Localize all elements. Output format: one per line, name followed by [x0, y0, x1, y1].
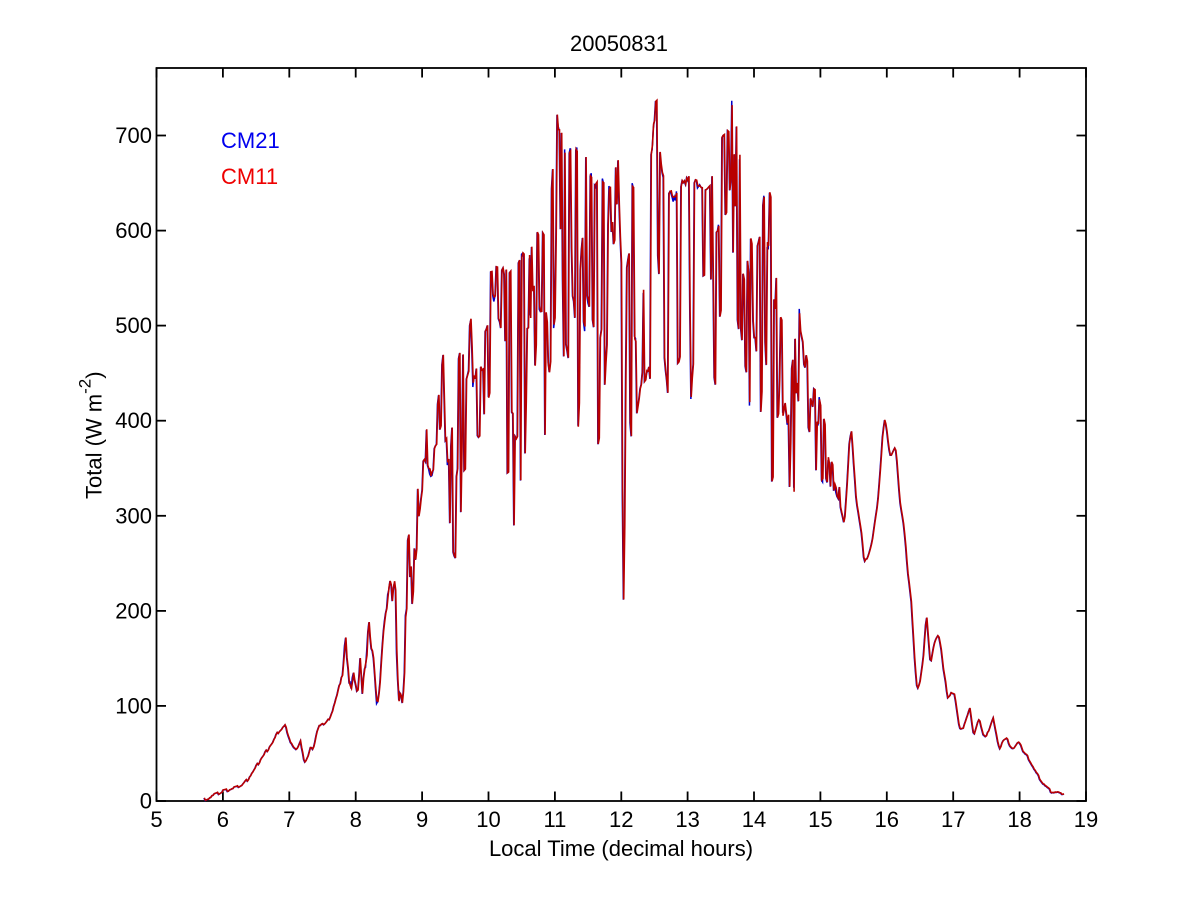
svg-text:CM21: CM21 — [221, 128, 280, 153]
svg-text:11: 11 — [543, 807, 566, 832]
svg-text:6: 6 — [217, 807, 229, 832]
svg-text:100: 100 — [115, 693, 152, 718]
svg-text:8: 8 — [350, 807, 362, 832]
svg-text:10: 10 — [476, 807, 500, 832]
svg-text:700: 700 — [115, 123, 152, 148]
svg-text:500: 500 — [115, 313, 152, 338]
svg-text:300: 300 — [115, 503, 152, 528]
svg-text:19: 19 — [1074, 807, 1098, 832]
svg-text:200: 200 — [115, 598, 152, 623]
svg-text:CM11: CM11 — [221, 164, 278, 189]
svg-text:600: 600 — [115, 218, 152, 243]
svg-text:13: 13 — [675, 807, 699, 832]
svg-text:12: 12 — [609, 807, 633, 832]
svg-text:20050831: 20050831 — [570, 31, 668, 56]
svg-text:7: 7 — [283, 807, 295, 832]
svg-text:400: 400 — [115, 408, 152, 433]
svg-text:Local Time (decimal hours): Local Time (decimal hours) — [489, 836, 753, 861]
svg-text:15: 15 — [808, 807, 832, 832]
svg-text:14: 14 — [742, 807, 766, 832]
svg-text:5: 5 — [150, 807, 162, 832]
svg-text:9: 9 — [416, 807, 428, 832]
svg-text:18: 18 — [1007, 807, 1031, 832]
svg-text:0: 0 — [140, 789, 152, 814]
svg-text:17: 17 — [941, 807, 965, 832]
svg-text:16: 16 — [875, 807, 899, 832]
